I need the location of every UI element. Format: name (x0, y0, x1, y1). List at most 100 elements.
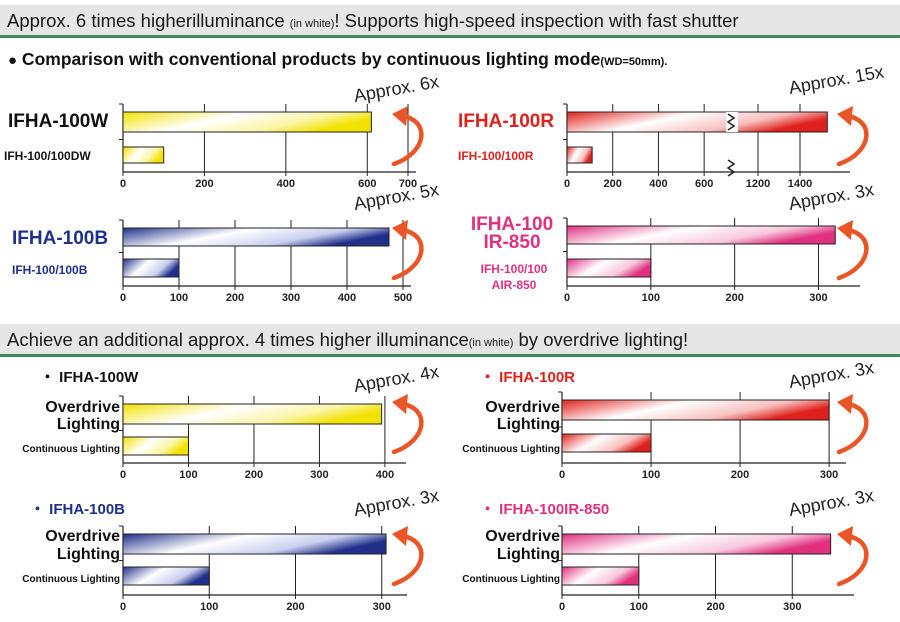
x-tick-label: 0 (120, 601, 126, 613)
category-label: Lighting (57, 546, 120, 563)
category-label: IFHA-100R (458, 111, 554, 132)
subheading-small: (WD=50mm). (600, 56, 668, 68)
bullet-icon: ● (8, 52, 18, 69)
banner-top-main: Approx. 6 times higherilluminance (7, 10, 290, 31)
category-label: Overdrive (45, 528, 120, 545)
x-tick-label: 600 (358, 178, 376, 190)
bar-conventional (561, 433, 652, 453)
bar-new-product (122, 227, 390, 247)
x-tick-label: 300 (820, 469, 838, 481)
x-tick-label: 200 (706, 601, 724, 613)
chart-title: ・ IFHA-100IR-850 (480, 501, 609, 518)
curved-arrow-icon (391, 227, 424, 281)
banner-overdrive-text: Achieve an additional approx. 4 times hi… (7, 329, 688, 351)
x-tick-label: 200 (604, 178, 622, 190)
arrow-head-icon (837, 394, 853, 414)
bar-new-product (566, 111, 828, 133)
arrow-head-icon (392, 106, 408, 126)
x-tick-label: 200 (286, 601, 304, 613)
curved-arrow-icon (836, 227, 869, 281)
ratio-annotation: Approx. 6x (352, 71, 440, 106)
chart-red-overdrive: 0 100 200 300 Overdrive Lighting Continuous Li… (450, 357, 900, 487)
bar-conventional (566, 258, 652, 278)
chart-white-overdrive: 0 100 200 300 400 Overdrive Lighting Continuous… (0, 361, 450, 487)
bar-new-product (561, 399, 830, 421)
x-tick-label: 100 (179, 469, 197, 481)
x-tick-label: 300 (809, 292, 827, 304)
x-tick-label: 300 (783, 601, 801, 613)
category-label: IFHA-100B (12, 228, 108, 249)
chart-title: ・ IFHA-100B (30, 501, 125, 518)
banner-overdrive-small: (in white) (468, 337, 514, 349)
category-label: AIR-850 (492, 278, 537, 292)
curved-arrow-icon (391, 401, 424, 455)
x-tick-label: 400 (376, 469, 394, 481)
category-label: IFH-100/100 (481, 262, 548, 276)
bar-conventional (122, 436, 189, 456)
x-tick-label: 600 (695, 178, 713, 190)
chart-svg-0: 0 200 400 600 700 IFHA-100W IFH-100/100DW Appro… (4, 71, 440, 190)
x-tick-label: 100 (642, 292, 660, 304)
x-tick-label: 300 (373, 601, 391, 613)
category-label: Continuous Lighting (22, 444, 120, 455)
category-label: IFH-100/100B (12, 263, 88, 277)
chart-svg-3: 0 100 200 300 IFHA-100IR-850 IFH-100/100 AIR-8… (471, 179, 876, 304)
category-label: Continuous Lighting (462, 444, 560, 455)
arrow-head-icon (837, 526, 853, 546)
x-tick-label: 300 (310, 469, 328, 481)
x-tick-label: 500 (394, 292, 412, 304)
arrow-head-icon (837, 106, 853, 126)
banner-overdrive-main: Achieve an additional approx. 4 times hi… (7, 329, 469, 350)
banner-top: Approx. 6 times higherilluminance (in wh… (0, 5, 900, 38)
category-label: IFHA-100W (8, 111, 108, 132)
x-tick-label: 200 (245, 469, 263, 481)
x-tick-label: 400 (338, 292, 356, 304)
chart-ir-continuous: 0 100 200 300 IFHA-100 IR-850 IFH-100/100 AIR-8… (450, 179, 900, 310)
axis-break-icon (726, 113, 736, 131)
category-label: IR-850 (483, 232, 540, 253)
x-tick-label: 700 (399, 178, 417, 190)
chart-svg-1: 0 200 400 600 1200 1400 IFHA-100R IFH-100/100R A… (458, 62, 885, 190)
bar-new-product (122, 111, 372, 133)
chart-title: ・ IFHA-100R (480, 369, 575, 386)
x-tick-label: 100 (630, 601, 648, 613)
chart-blue-overdrive: 0 100 200 300 Overdrive Lighting Continuous Li… (0, 485, 450, 619)
bar-new-product (561, 533, 832, 555)
bar-conventional (566, 146, 593, 164)
banner-top-rest: ! Supports high-speed inspection with fa… (334, 10, 739, 31)
ratio-annotation: Approx. 15x (787, 62, 885, 98)
x-tick-label: 400 (649, 178, 667, 190)
banner-overdrive: Achieve an additional approx. 4 times hi… (0, 324, 900, 357)
bar-new-product (566, 225, 836, 245)
x-tick-label: 300 (282, 292, 300, 304)
category-label: IFHA-100 (471, 214, 553, 235)
arrow-head-icon (392, 220, 408, 240)
curved-arrow-icon (391, 113, 424, 167)
bar-conventional (122, 258, 180, 278)
x-tick-label: 0 (559, 469, 565, 481)
bar-new-product (122, 403, 383, 425)
x-tick-label: 200 (226, 292, 244, 304)
x-tick-label: 0 (120, 292, 126, 304)
x-tick-label: 1200 (746, 178, 770, 190)
section-subheading: ● Comparison with conventional products … (8, 49, 667, 70)
x-tick-label: 200 (195, 178, 213, 190)
bar-conventional (561, 566, 640, 586)
category-label: Continuous Lighting (22, 574, 120, 585)
x-tick-label: 0 (120, 178, 126, 190)
x-tick-label: 200 (731, 469, 749, 481)
curved-arrow-icon (391, 533, 424, 587)
x-tick-label: 400 (277, 178, 295, 190)
arrow-head-icon (837, 220, 853, 240)
category-label: Lighting (497, 546, 560, 563)
x-tick-label: 100 (170, 292, 188, 304)
arrow-head-icon (392, 526, 408, 546)
curved-arrow-icon (836, 401, 869, 455)
subheading-main: Comparison with conventional products by… (17, 49, 601, 69)
x-tick-label: 0 (564, 178, 570, 190)
chart-title: ・ IFHA-100W (40, 369, 139, 386)
